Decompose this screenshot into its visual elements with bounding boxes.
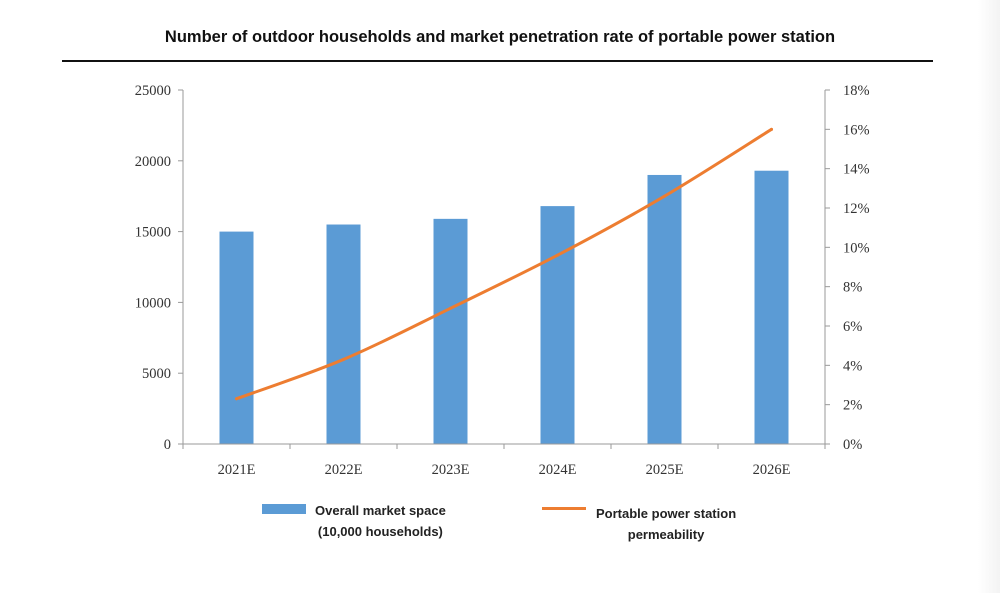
bar (433, 218, 468, 444)
legend-bar-swatch (262, 504, 306, 514)
line-point (556, 253, 559, 257)
right-tick-label: 12% (843, 201, 870, 217)
penetration-line (235, 127, 773, 401)
line-point (770, 127, 773, 131)
legend-line-label: Portable power station permeability (596, 503, 736, 545)
x-axis: 2021E 2022E 2023E 2024E 2025E 2026E (182, 443, 826, 478)
right-tick-label: 0% (843, 437, 862, 453)
left-tick-label: 0 (164, 437, 171, 453)
bar (647, 174, 682, 444)
legend-line-swatch (542, 507, 586, 510)
right-tick-label: 6% (843, 319, 862, 335)
x-tick-label: 2021E (218, 462, 256, 478)
legend-line-label-line1: Portable power station (596, 506, 737, 521)
bar (219, 231, 254, 444)
page-edge-shade (978, 0, 1000, 593)
x-tick-label: 2025E (646, 462, 684, 478)
right-tick-label: 16% (843, 122, 870, 138)
legend-bar-label-line2: (10,000 households) (317, 524, 443, 539)
x-tick-label: 2024E (539, 462, 577, 478)
right-y-axis: 0% 2% 4% 6% 8% 10% 12% 14% 16% 18% (824, 83, 870, 453)
right-tick-label: 4% (843, 358, 862, 374)
bar (754, 170, 789, 444)
right-tick-label: 8% (843, 280, 862, 296)
left-tick-label: 20000 (135, 154, 171, 170)
left-tick-label: 15000 (135, 225, 171, 241)
left-tick-label: 5000 (142, 366, 171, 382)
legend-bar-label-line1: Overall market space (315, 503, 446, 518)
left-y-axis: 0 5000 10000 15000 20000 25000 (135, 83, 184, 453)
chart-title: Number of outdoor households and market … (164, 28, 836, 46)
line-point (235, 397, 238, 401)
x-tick-label: 2023E (432, 462, 470, 478)
line-point (342, 357, 345, 361)
left-tick-label: 10000 (135, 295, 171, 311)
bar (326, 224, 361, 444)
legend-bar-label: Overall market space (10,000 households) (315, 500, 446, 542)
left-tick-label: 25000 (135, 83, 171, 99)
line-point (449, 306, 452, 310)
right-tick-label: 2% (843, 398, 862, 414)
right-tick-label: 10% (843, 240, 870, 256)
bar-series (219, 170, 789, 444)
legend-line-label-line2: permeability (627, 527, 705, 542)
line-point (663, 194, 666, 198)
x-tick-label: 2026E (753, 462, 791, 478)
title-underline (62, 60, 933, 62)
right-tick-label: 14% (843, 162, 870, 178)
line-series (235, 127, 773, 401)
x-tick-label: 2022E (325, 462, 363, 478)
bar (540, 206, 575, 444)
right-tick-label: 18% (843, 83, 870, 99)
